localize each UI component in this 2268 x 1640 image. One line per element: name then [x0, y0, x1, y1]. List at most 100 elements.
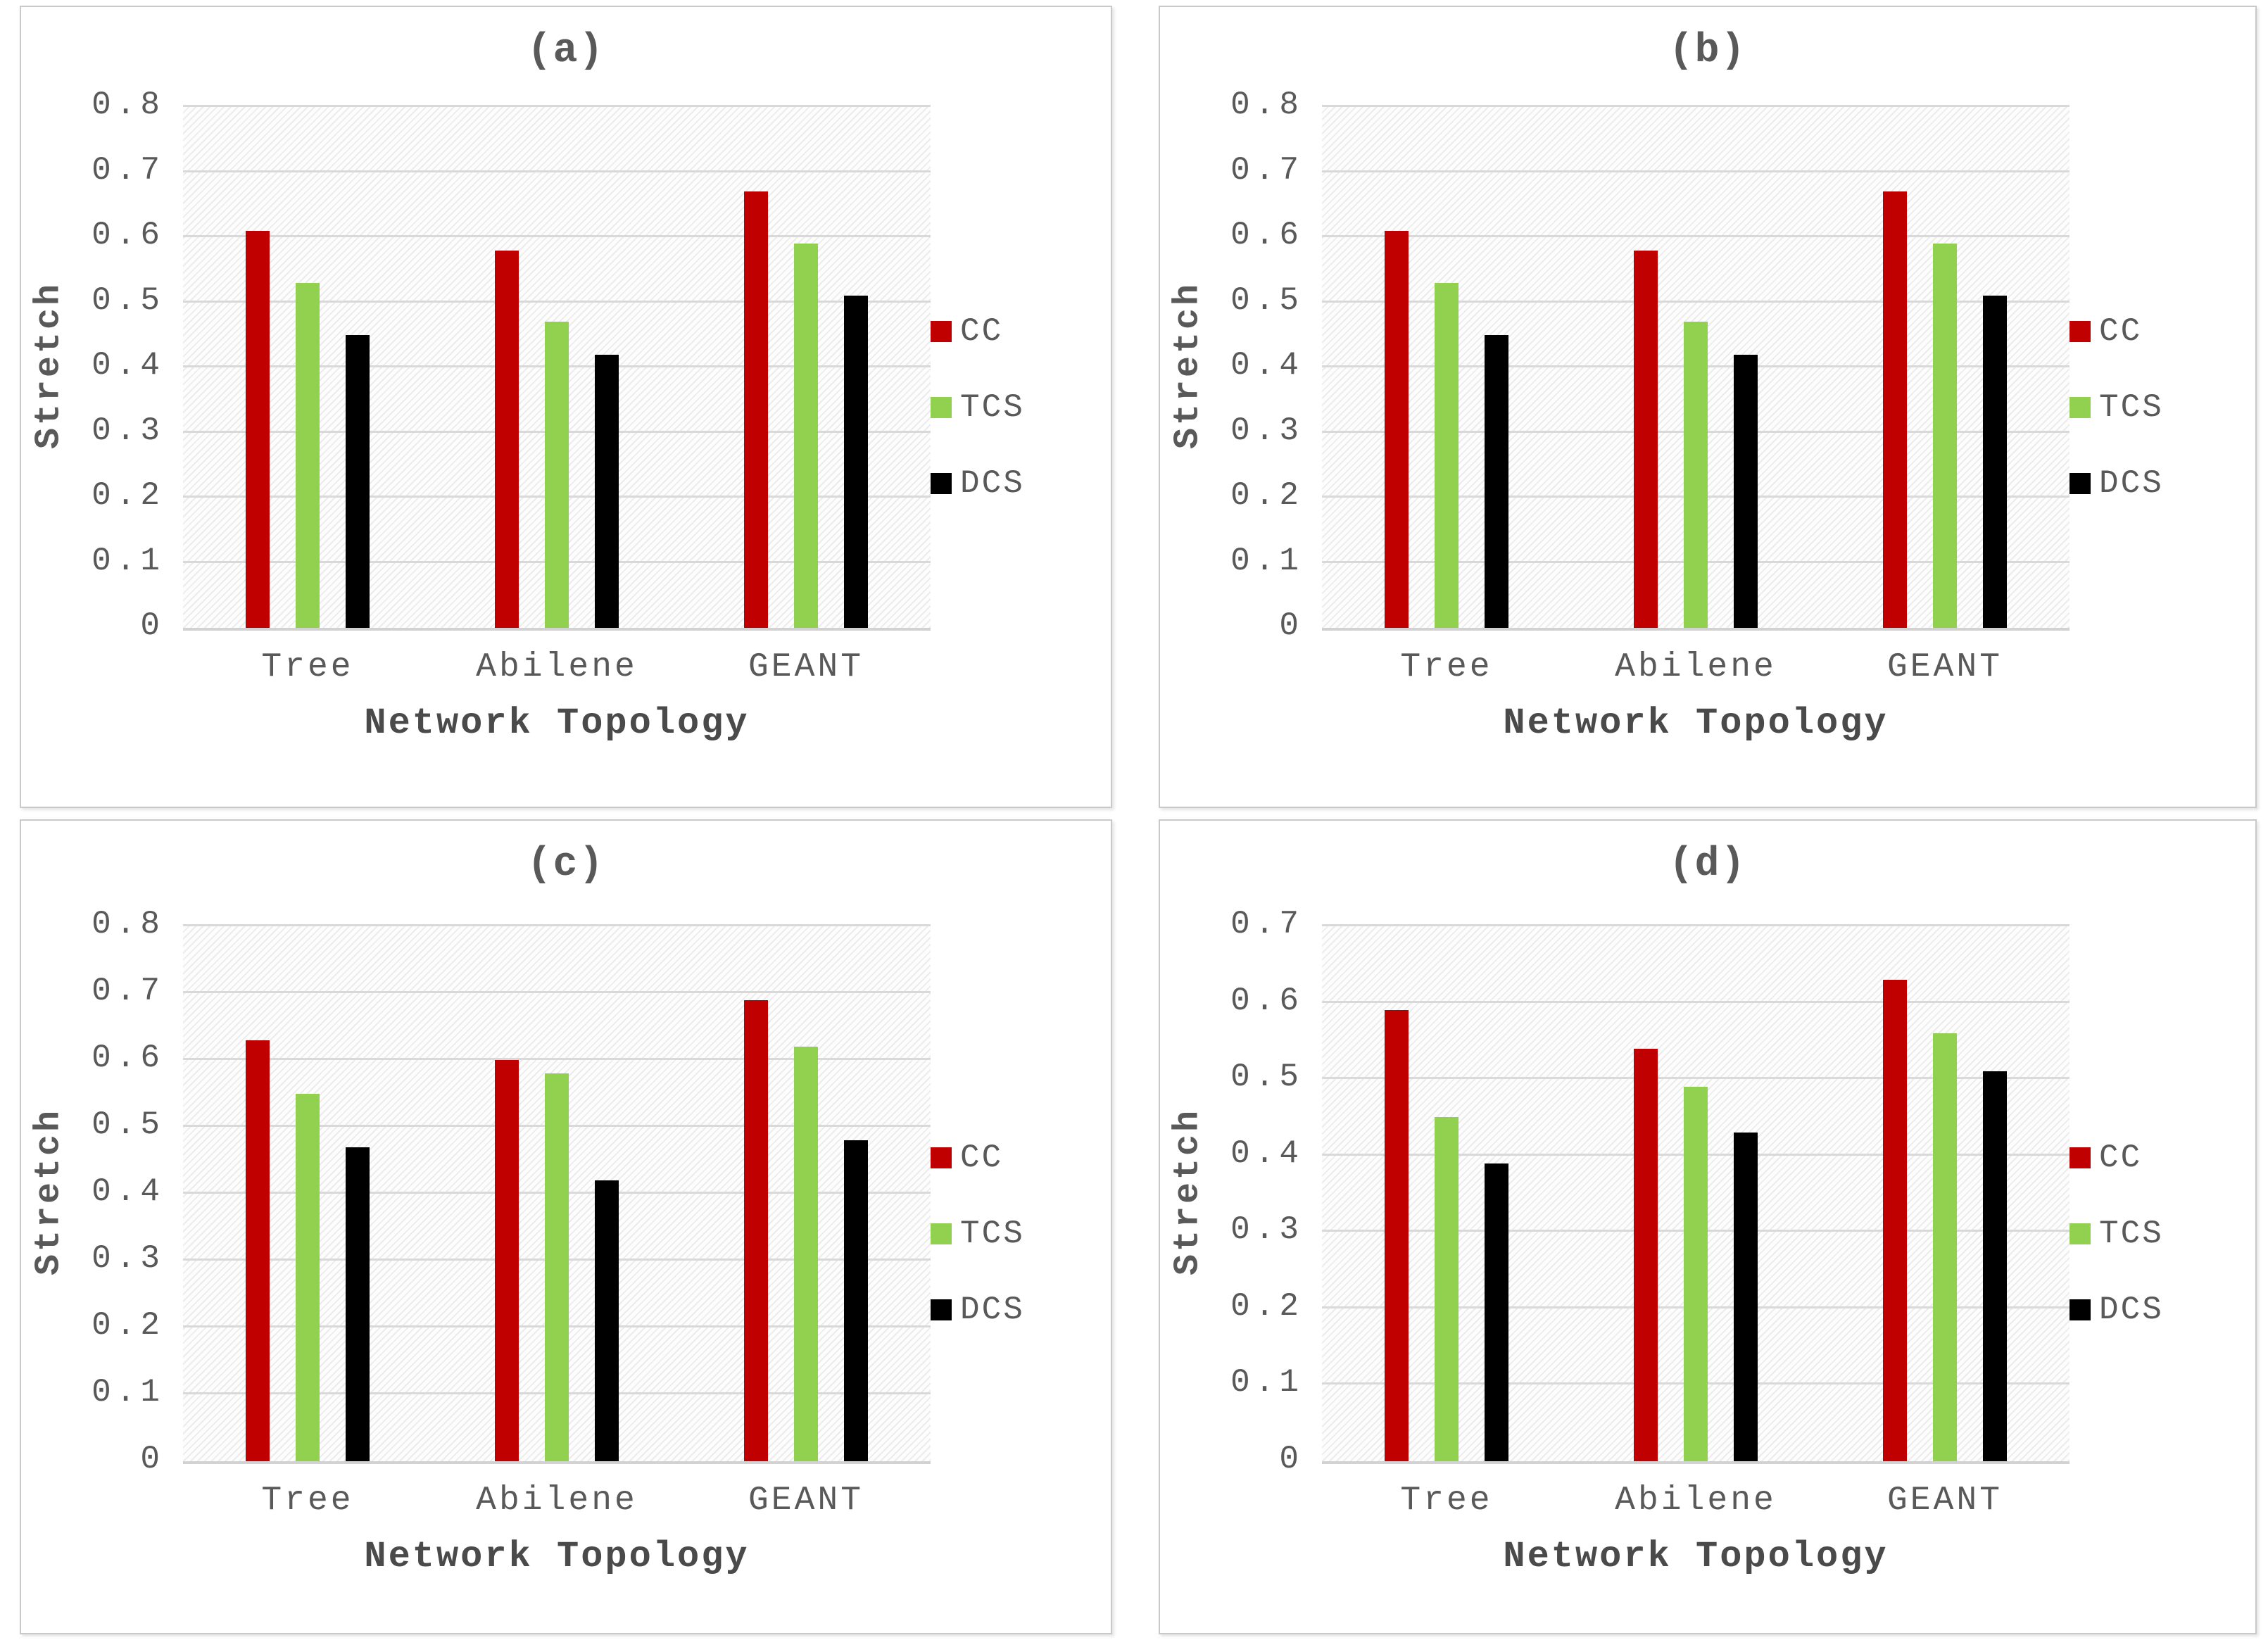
- bar-dcs-geant: [844, 296, 868, 628]
- bar-group-geant: [1883, 107, 2007, 628]
- x-axis-title: Network Topology: [364, 702, 750, 744]
- y-tick-label: 0.5: [1230, 1059, 1304, 1096]
- bar-tcs-tree: [1435, 1117, 1459, 1461]
- chart-body: Stretch 0 0.1 0.2 0.3 0.4 0.5 0.6 0.7 0.8 Tree Ab…: [1160, 87, 2255, 744]
- bar-cc-geant: [1883, 980, 1907, 1461]
- y-tick-label: 0: [1279, 607, 1304, 644]
- bar-dcs-abilene: [595, 354, 619, 628]
- x-category-row: Tree Abilene GEANT: [183, 1475, 931, 1526]
- bar-group-tree: [1385, 926, 1508, 1461]
- legend-swatch-dcs: [931, 1299, 952, 1320]
- plot-column: Tree Abilene GEANT Network Topology: [183, 924, 931, 1577]
- x-category-label-geant: GEANT: [1886, 1482, 2003, 1520]
- bar-dcs-geant: [1983, 1071, 2007, 1461]
- legend: CC TCS DCS: [931, 924, 1090, 1459]
- legend-entry-tcs: TCS: [2069, 1216, 2229, 1252]
- plot-area: [1322, 924, 2069, 1464]
- x-category-label-abilene: Abilene: [476, 1482, 638, 1520]
- y-axis-ticks: 0 0.1 0.2 0.3 0.4 0.5 0.6 0.7 0.8: [77, 87, 183, 644]
- bar-group-geant: [744, 107, 868, 628]
- bar-cc-geant: [744, 191, 768, 628]
- legend-entry-dcs: DCS: [2069, 1292, 2229, 1328]
- bar-cc-tree: [246, 1040, 270, 1461]
- x-category-label-tree: Tree: [261, 1482, 354, 1520]
- bar-dcs-abilene: [1734, 1133, 1758, 1461]
- y-tick-label: 0.3: [92, 412, 165, 449]
- bar-cc-geant: [1883, 191, 1907, 628]
- legend-swatch-cc: [931, 321, 952, 342]
- legend-swatch-dcs: [931, 473, 952, 494]
- legend-label-dcs: DCS: [960, 1292, 1025, 1328]
- bar-cc-geant: [744, 999, 768, 1461]
- bar-cc-abilene: [495, 250, 519, 628]
- legend-entry-dcs: DCS: [2069, 465, 2229, 502]
- x-category-label-geant: GEANT: [748, 648, 864, 686]
- gridline: [1322, 235, 2069, 237]
- bars-layer: [1322, 926, 2069, 1461]
- legend-label-dcs: DCS: [960, 465, 1025, 502]
- y-axis-title-column: Stretch: [21, 105, 77, 626]
- legend-entry-cc: CC: [931, 313, 1090, 350]
- bar-dcs-geant: [844, 1140, 868, 1461]
- bar-group-tree: [246, 926, 370, 1461]
- bar-tcs-geant: [794, 1047, 818, 1461]
- bar-tcs-abilene: [545, 1073, 569, 1461]
- bar-dcs-tree: [346, 1147, 370, 1461]
- legend-entry-tcs: TCS: [931, 1216, 1090, 1252]
- bar-cc-abilene: [1634, 1048, 1658, 1461]
- chart-body: Stretch 0 0.1 0.2 0.3 0.4 0.5 0.6 0.7 0.8 Tree Ab…: [21, 87, 1111, 744]
- y-tick-label: 0.3: [1230, 412, 1304, 449]
- gridline: [1322, 300, 2069, 303]
- x-category-label-geant: GEANT: [748, 1482, 864, 1520]
- bar-group-abilene: [495, 107, 619, 628]
- y-tick-label: 0.4: [1230, 1135, 1304, 1172]
- bar-dcs-tree: [346, 334, 370, 628]
- legend-swatch-tcs: [931, 397, 952, 418]
- legend-swatch-tcs: [2069, 1223, 2091, 1244]
- y-axis-ticks: 0 0.1 0.2 0.3 0.4 0.5 0.6 0.7 0.8: [1216, 87, 1322, 644]
- bar-tcs-tree: [296, 282, 320, 628]
- x-category-row: Tree Abilene GEANT: [1322, 1475, 2069, 1526]
- legend-label-cc: CC: [2099, 1140, 2143, 1176]
- y-axis-title-column: Stretch: [1160, 105, 1216, 626]
- legend-entry-cc: CC: [931, 1140, 1090, 1176]
- y-tick-label: 0.2: [92, 477, 165, 514]
- legend-label-dcs: DCS: [2099, 1292, 2164, 1328]
- legend-entry-tcs: TCS: [931, 389, 1090, 426]
- chart-panel-c: (c) Stretch 0 0.1 0.2 0.3 0.4 0.5 0.6 0.7 0.8 Tr…: [20, 819, 1112, 1634]
- y-tick-label: 0.1: [1230, 1364, 1304, 1401]
- legend-entry-cc: CC: [2069, 1140, 2229, 1176]
- y-axis-ticks: 0 0.1 0.2 0.3 0.4 0.5 0.6 0.7 0.8: [77, 906, 183, 1477]
- y-tick-label: 0: [140, 1441, 165, 1477]
- y-tick-label: 0.4: [92, 347, 165, 384]
- bar-dcs-tree: [1485, 1163, 1508, 1461]
- gridline: [1322, 170, 2069, 172]
- bar-dcs-tree: [1485, 334, 1508, 628]
- bar-cc-abilene: [495, 1060, 519, 1461]
- legend-label-cc: CC: [960, 1140, 1004, 1176]
- x-axis-title: Network Topology: [1503, 1536, 1889, 1577]
- legend-entry-dcs: DCS: [931, 465, 1090, 502]
- y-tick-label: 0.4: [1230, 347, 1304, 384]
- plot-area: [1322, 105, 2069, 631]
- legend-swatch-dcs: [2069, 1299, 2091, 1320]
- x-category-label-abilene: Abilene: [476, 648, 638, 686]
- y-tick-label: 0.7: [92, 973, 165, 1009]
- bar-group-geant: [744, 926, 868, 1461]
- chart-panel-b: (b) Stretch 0 0.1 0.2 0.3 0.4 0.5 0.6 0.7 0.8 Tr…: [1159, 6, 2257, 808]
- y-tick-label: 0.2: [1230, 477, 1304, 514]
- bars-layer: [183, 926, 931, 1461]
- y-axis-title-column: Stretch: [1160, 924, 1216, 1459]
- x-category-label-abilene: Abilene: [1615, 1482, 1777, 1520]
- bar-group-tree: [1385, 107, 1508, 628]
- x-category-label-tree: Tree: [261, 648, 354, 686]
- chart-panel-d: (d) Stretch 0 0.1 0.2 0.3 0.4 0.5 0.6 0.7 Tree A…: [1159, 819, 2257, 1634]
- chart-panel-a: (a) Stretch 0 0.1 0.2 0.3 0.4 0.5 0.6 0.7 0.8 Tr…: [20, 6, 1112, 808]
- chart-title: (a): [527, 28, 605, 74]
- y-tick-label: 0.6: [92, 1040, 165, 1076]
- y-tick-label: 0.6: [1230, 217, 1304, 253]
- y-tick-label: 0.8: [92, 906, 165, 942]
- gridline: [183, 300, 931, 303]
- y-tick-label: 0.7: [1230, 906, 1304, 942]
- y-axis-title: Stretch: [1168, 1107, 1209, 1276]
